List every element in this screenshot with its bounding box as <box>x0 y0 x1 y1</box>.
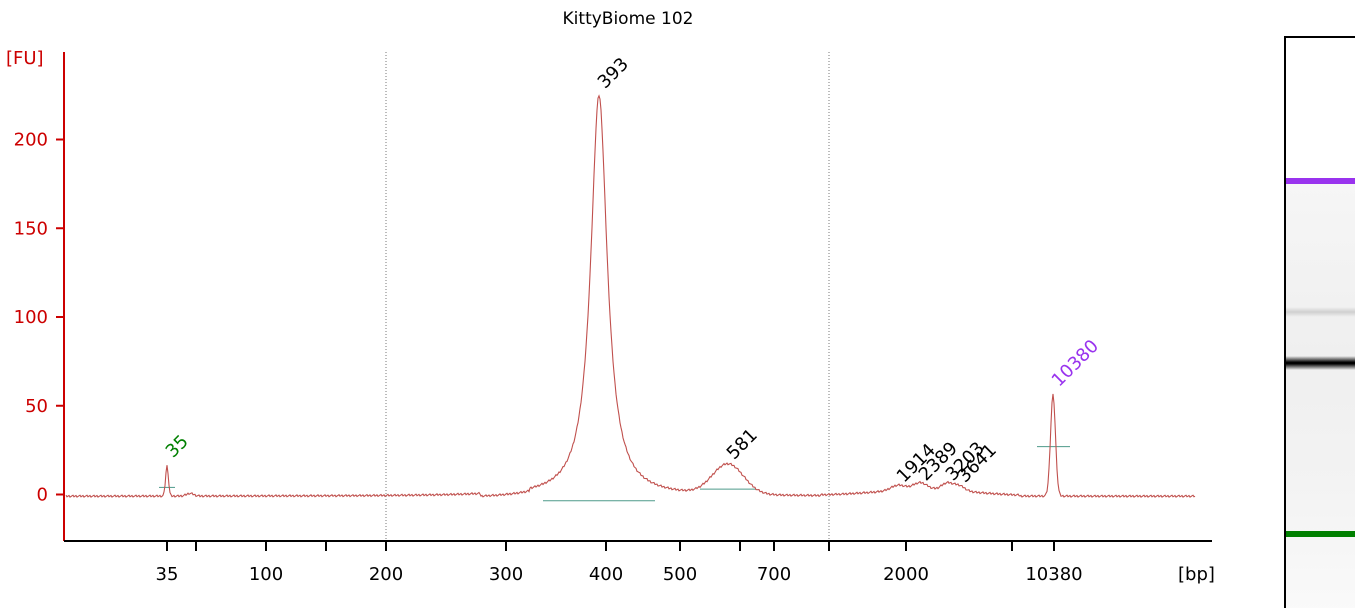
x-axis-unit: [bp] <box>1178 564 1215 585</box>
y-axis-label: [FU] <box>6 48 44 69</box>
chart-title: KittyBiome 102 <box>563 9 694 29</box>
y-tick-label: 50 <box>25 396 48 417</box>
peak-label: 35 <box>162 431 193 462</box>
upper-marker-band <box>1286 177 1355 184</box>
gel-lane-background <box>1286 178 1355 608</box>
x-tick-label: 100 <box>249 564 283 585</box>
main-band <box>1286 355 1355 370</box>
y-tick-label: 150 <box>14 218 48 239</box>
x-tick-label: 500 <box>663 564 697 585</box>
x-tick-label: 10380 <box>1025 564 1082 585</box>
peak-label: 10380 <box>1048 336 1103 391</box>
y-tick-label: 0 <box>37 485 48 506</box>
electropherogram-trace <box>65 94 1196 498</box>
gel-lane <box>1284 36 1355 608</box>
y-tick-label: 200 <box>14 130 48 151</box>
faint-band <box>1286 306 1355 317</box>
x-tick-label: 200 <box>369 564 403 585</box>
x-tick-label: 300 <box>489 564 523 585</box>
peak-label: 581 <box>723 425 762 464</box>
lower-marker-band <box>1286 530 1355 537</box>
x-tick-label: 35 <box>156 564 179 585</box>
electropherogram: KittyBiome 102 [FU] [bp] 0 50 100 150 200 35… <box>6 9 1215 585</box>
x-tick-label: 2000 <box>883 564 929 585</box>
x-tick-label: 700 <box>757 564 791 585</box>
x-tick-label: 400 <box>589 564 623 585</box>
y-tick-label: 100 <box>14 307 48 328</box>
peak-label: 393 <box>594 54 633 93</box>
